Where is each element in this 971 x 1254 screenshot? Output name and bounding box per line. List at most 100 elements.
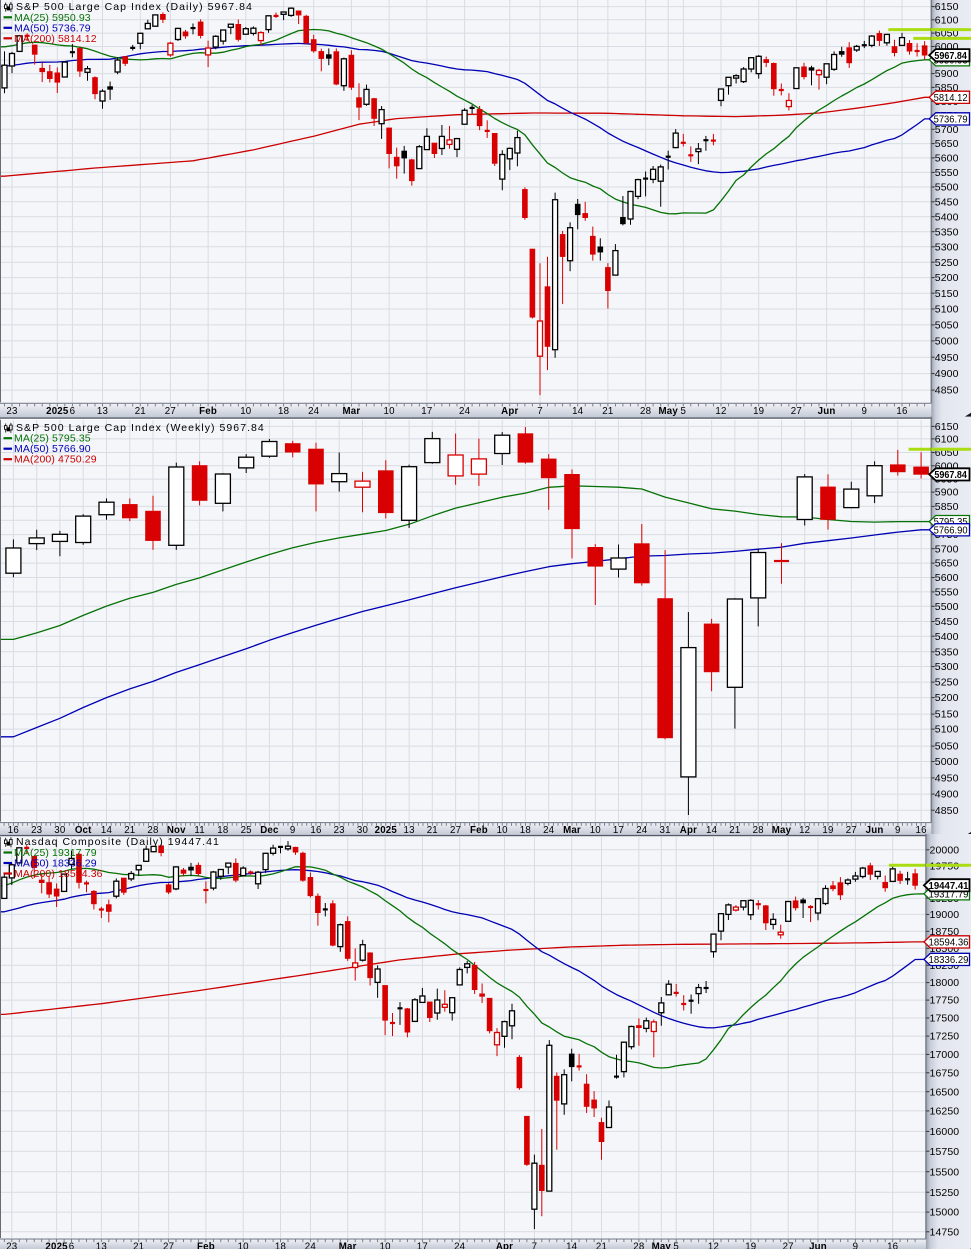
svg-text:21: 21 — [427, 825, 438, 836]
svg-text:5: 5 — [673, 1242, 679, 1250]
svg-text:15750: 15750 — [930, 1146, 960, 1158]
svg-text:5250: 5250 — [935, 677, 959, 689]
svg-text:17250: 17250 — [930, 1031, 960, 1043]
svg-text:5350: 5350 — [935, 226, 959, 238]
svg-text:6100: 6100 — [935, 434, 959, 446]
svg-text:Mar: Mar — [342, 406, 360, 417]
svg-text:20000: 20000 — [930, 844, 960, 856]
svg-text:Oct: Oct — [75, 825, 92, 836]
svg-text:5050: 5050 — [935, 741, 959, 753]
svg-text:23: 23 — [31, 825, 42, 836]
svg-text:5967.84: 5967.84 — [934, 50, 967, 62]
svg-text:27: 27 — [846, 825, 857, 836]
svg-text:MA(200) 4750.29: MA(200) 4750.29 — [14, 454, 97, 466]
svg-text:17500: 17500 — [930, 1013, 960, 1025]
svg-text:6150: 6150 — [935, 421, 959, 433]
svg-text:S&P 500 Large Cap Index (Weekl: S&P 500 Large Cap Index (Weekly) 5967.84 — [16, 422, 265, 434]
svg-text:2025: 2025 — [46, 406, 69, 417]
svg-text:16: 16 — [8, 825, 19, 836]
svg-text:2025: 2025 — [45, 1242, 68, 1250]
svg-text:Jun: Jun — [818, 406, 836, 417]
svg-text:Jun: Jun — [866, 825, 884, 836]
svg-text:27: 27 — [783, 1242, 794, 1250]
svg-text:5900: 5900 — [935, 68, 959, 80]
svg-text:7: 7 — [537, 406, 543, 417]
svg-text:5050: 5050 — [935, 320, 959, 332]
svg-text:19: 19 — [753, 406, 764, 417]
svg-text:19447.41: 19447.41 — [929, 880, 969, 892]
svg-text:23: 23 — [6, 406, 17, 417]
svg-text:9: 9 — [290, 825, 296, 836]
svg-text:MA(200) 18594.36: MA(200) 18594.36 — [14, 868, 103, 880]
svg-text:Feb: Feb — [197, 1242, 215, 1250]
svg-text:10: 10 — [590, 825, 602, 836]
svg-text:5150: 5150 — [935, 288, 959, 300]
svg-text:5000: 5000 — [935, 756, 959, 768]
svg-text:10: 10 — [380, 1242, 392, 1250]
svg-text:18750: 18750 — [930, 926, 960, 938]
svg-text:13: 13 — [97, 406, 108, 417]
svg-text:5600: 5600 — [935, 572, 959, 584]
svg-text:15250: 15250 — [930, 1187, 960, 1199]
svg-text:6: 6 — [70, 406, 76, 417]
svg-text:18: 18 — [275, 1242, 286, 1250]
svg-text:31: 31 — [660, 825, 671, 836]
svg-text:15500: 15500 — [930, 1166, 960, 1178]
svg-text:MA(50) 5766.90: MA(50) 5766.90 — [14, 443, 91, 455]
svg-text:28: 28 — [753, 825, 764, 836]
svg-text:16: 16 — [916, 825, 927, 836]
svg-text:Apr: Apr — [496, 1242, 513, 1250]
svg-text:21: 21 — [596, 1242, 607, 1250]
svg-text:5350: 5350 — [935, 646, 959, 658]
svg-text:5766.90: 5766.90 — [934, 524, 968, 536]
svg-text:Mar: Mar — [563, 825, 581, 836]
svg-text:16: 16 — [310, 825, 321, 836]
svg-text:21: 21 — [135, 406, 146, 417]
svg-text:19: 19 — [745, 1242, 756, 1250]
svg-text:14: 14 — [566, 1242, 578, 1250]
svg-text:5200: 5200 — [935, 692, 959, 704]
svg-text:5550: 5550 — [935, 587, 959, 599]
svg-text:7: 7 — [532, 1242, 538, 1250]
svg-text:MA(200) 5814.12: MA(200) 5814.12 — [14, 33, 97, 45]
svg-text:18594.36: 18594.36 — [929, 937, 969, 949]
svg-text:18000: 18000 — [930, 977, 960, 989]
svg-text:Nov: Nov — [167, 825, 186, 836]
svg-text:Mar: Mar — [339, 1242, 357, 1250]
svg-text:9: 9 — [862, 406, 868, 417]
svg-text:28: 28 — [640, 406, 651, 417]
svg-text:24: 24 — [308, 406, 320, 417]
svg-text:17: 17 — [613, 825, 624, 836]
svg-text:5900: 5900 — [935, 487, 959, 499]
svg-text:MA(50) 5736.79: MA(50) 5736.79 — [14, 22, 91, 34]
svg-text:Apr: Apr — [680, 825, 697, 836]
svg-text:5700: 5700 — [935, 124, 959, 136]
svg-text:10: 10 — [497, 825, 509, 836]
svg-text:5450: 5450 — [935, 196, 959, 208]
svg-text:6: 6 — [69, 1242, 75, 1250]
svg-text:10: 10 — [240, 406, 252, 417]
svg-text:5300: 5300 — [935, 661, 959, 673]
svg-text:17750: 17750 — [930, 995, 960, 1007]
svg-text:5700: 5700 — [935, 543, 959, 555]
svg-text:30: 30 — [54, 825, 66, 836]
svg-text:27: 27 — [450, 825, 461, 836]
svg-text:5500: 5500 — [935, 601, 959, 613]
svg-text:16750: 16750 — [930, 1067, 960, 1079]
svg-text:24: 24 — [454, 1242, 466, 1250]
svg-text:14: 14 — [706, 825, 718, 836]
svg-text:28: 28 — [147, 825, 158, 836]
svg-text:9: 9 — [853, 1242, 859, 1250]
svg-text:5814.12: 5814.12 — [934, 92, 968, 104]
svg-text:5000: 5000 — [935, 336, 959, 348]
svg-text:5650: 5650 — [935, 558, 959, 570]
svg-text:May: May — [658, 406, 678, 417]
svg-text:14: 14 — [101, 825, 113, 836]
svg-text:18: 18 — [520, 825, 531, 836]
svg-text:6150: 6150 — [935, 1, 959, 13]
svg-text:5400: 5400 — [935, 631, 959, 643]
svg-text:27: 27 — [165, 406, 176, 417]
svg-text:4950: 4950 — [935, 352, 959, 364]
svg-text:12: 12 — [799, 825, 810, 836]
svg-text:16: 16 — [887, 1242, 898, 1250]
